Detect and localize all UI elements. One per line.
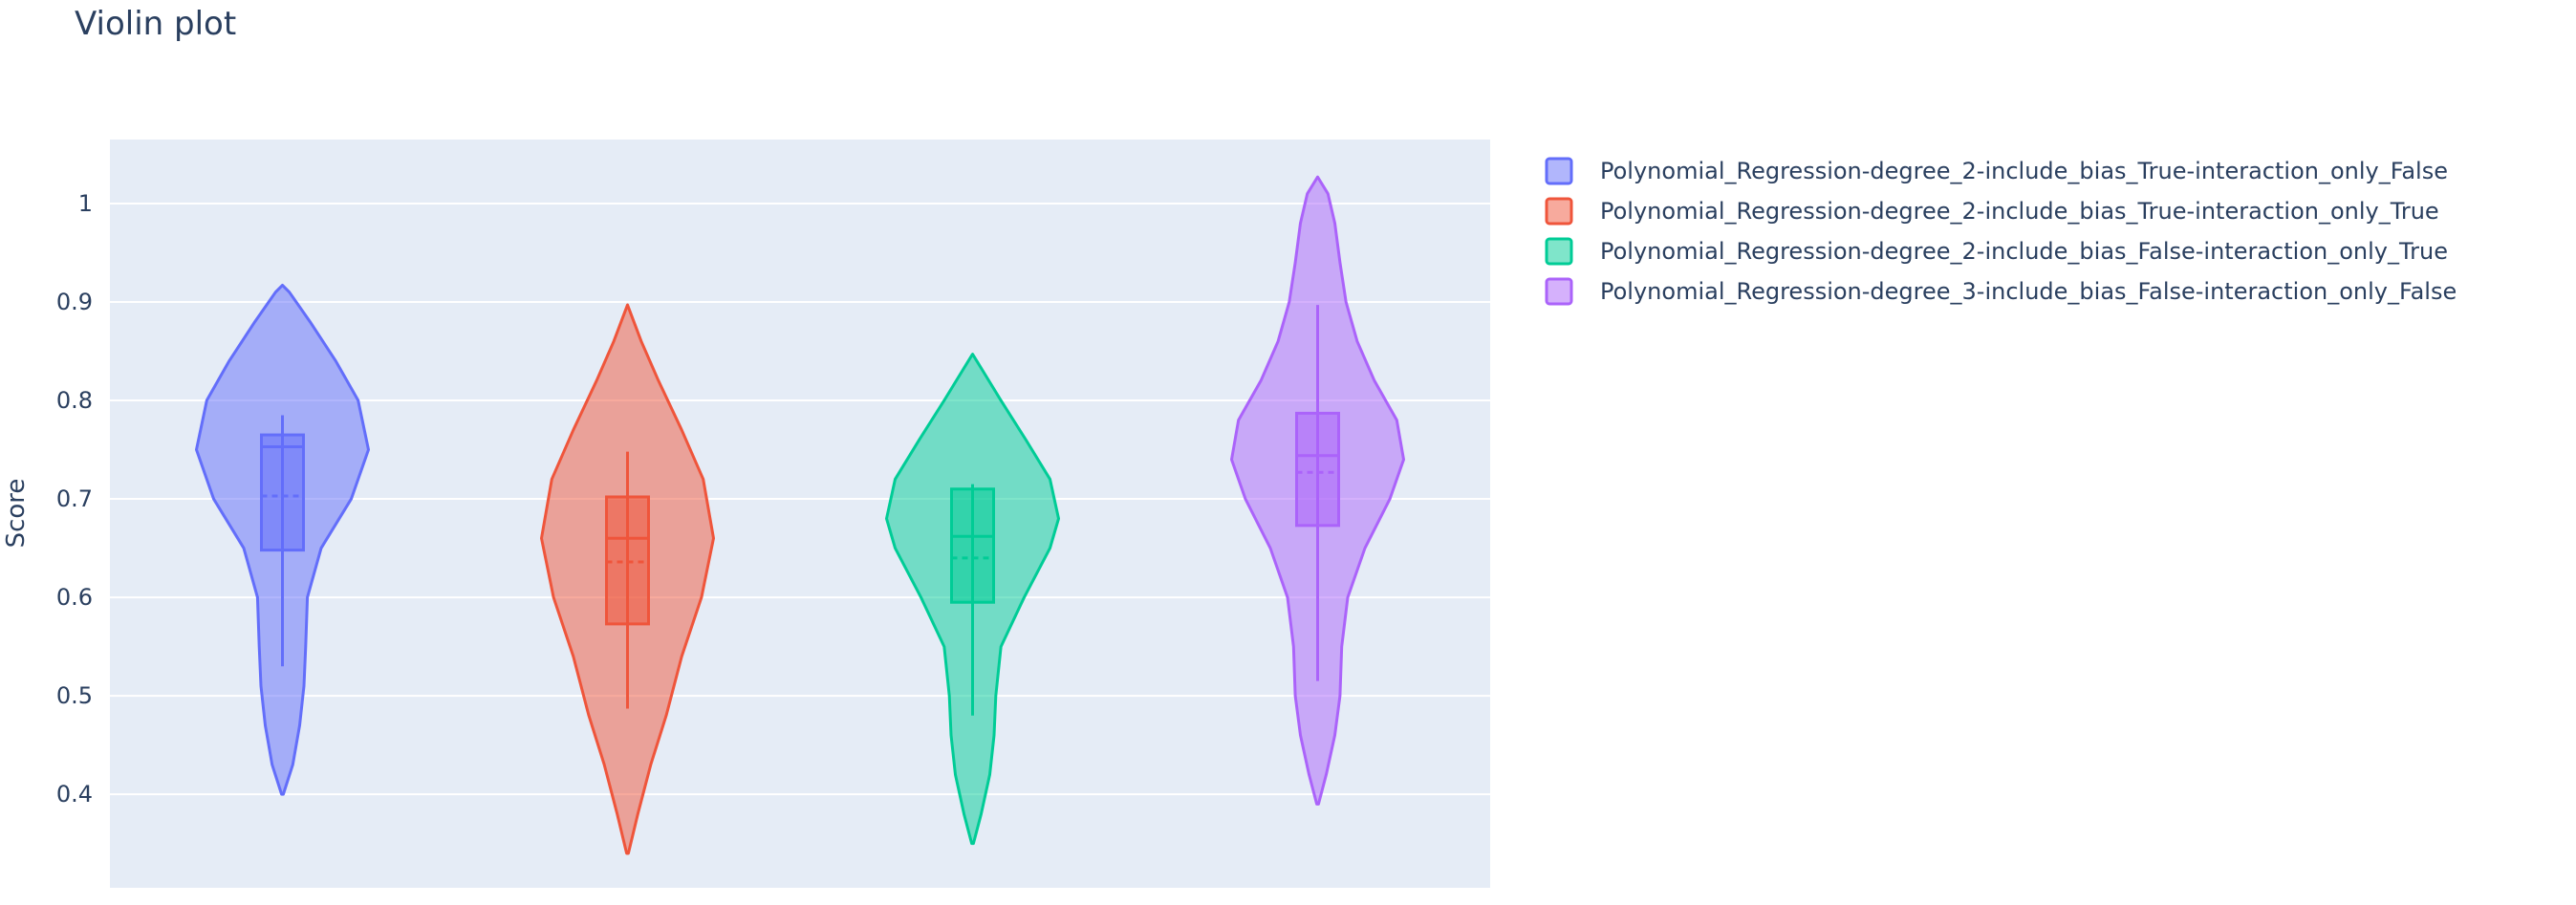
y-tick-label: 0.4	[56, 781, 93, 808]
legend-label: Polynomial_Regression-degree_2-include_b…	[1600, 238, 2448, 265]
violin-series[interactable]	[195, 283, 370, 796]
legend-label: Polynomial_Regression-degree_2-include_b…	[1600, 158, 2448, 184]
chart-title: Violin plot	[75, 5, 236, 43]
legend-item[interactable]: Polynomial_Regression-degree_2-include_b…	[1545, 237, 2448, 266]
legend-swatch	[1545, 197, 1573, 226]
legend-label: Polynomial_Regression-degree_2-include_b…	[1600, 198, 2439, 225]
y-tick-label: 0.8	[56, 387, 93, 414]
violin-series[interactable]	[1230, 175, 1405, 806]
legend-swatch	[1545, 237, 1573, 266]
y-tick-label: 0.5	[56, 682, 93, 709]
y-tick-label: 0.7	[56, 485, 93, 512]
y-tick-label: 1	[78, 190, 93, 217]
legend-label: Polynomial_Regression-degree_3-include_b…	[1600, 278, 2457, 305]
violin-box	[950, 487, 995, 604]
y-tick-label: 0.9	[56, 289, 93, 315]
legend-swatch	[1545, 277, 1573, 306]
violin-box	[605, 495, 650, 626]
violin-series[interactable]	[885, 353, 1060, 846]
legend-item[interactable]: Polynomial_Regression-degree_2-include_b…	[1545, 197, 2439, 226]
legend-item[interactable]: Polynomial_Regression-degree_3-include_b…	[1545, 277, 2457, 306]
violin-box	[1295, 411, 1340, 528]
violin-series[interactable]	[540, 303, 715, 855]
y-axis-ticks: 0.4 0.5 0.6 0.7 0.8 0.9 1	[56, 190, 93, 808]
legend-swatch	[1545, 157, 1573, 185]
violins	[195, 175, 1405, 855]
legend-item[interactable]: Polynomial_Regression-degree_2-include_b…	[1545, 157, 2448, 185]
violin-box	[260, 433, 305, 552]
y-tick-label: 0.6	[56, 584, 93, 611]
legend[interactable]: Polynomial_Regression-degree_2-include_b…	[1545, 157, 2457, 306]
y-axis-title: Score	[2, 479, 31, 549]
